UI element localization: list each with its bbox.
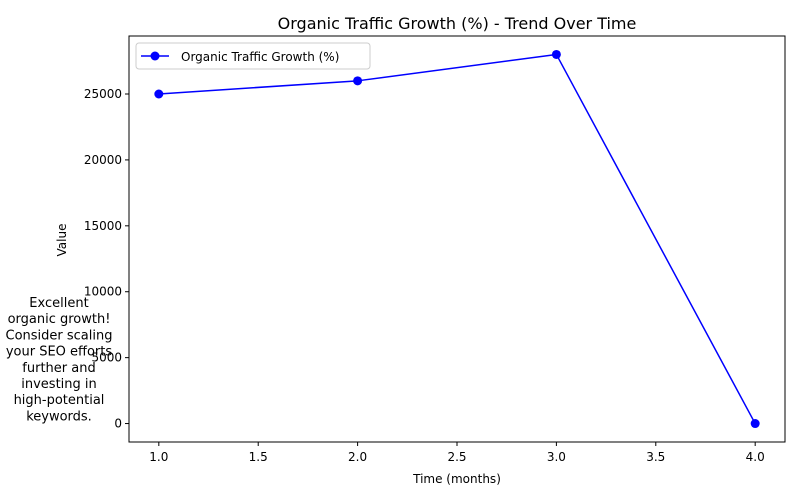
- legend: Organic Traffic Growth (%): [135, 42, 371, 70]
- annotation-text: Excellent organic growth! Consider scaling…: [6, 296, 113, 424]
- annotation-line: Excellent: [29, 296, 88, 311]
- x-tick-label: 1.0: [149, 450, 168, 464]
- y-axis-ticks: 0 5000 10000 15000 20000 25000: [84, 87, 129, 431]
- data-point: [353, 76, 363, 86]
- y-axis-label: Value: [55, 224, 69, 257]
- series-line: [158, 53, 756, 424]
- data-point: [154, 89, 164, 99]
- x-axis-ticks: 1.0 1.5 2.0 2.5 3.0 3.5 4.0: [149, 442, 765, 464]
- series-layer: [154, 49, 760, 429]
- annotation-line: organic growth!: [8, 312, 111, 327]
- y-tick-label: 5000: [91, 351, 122, 365]
- y-tick-label: 20000: [84, 153, 122, 167]
- x-tick-label: 4.0: [746, 450, 765, 464]
- annotation-line: your SEO efforts: [6, 345, 113, 360]
- annotation-line: high-potential: [14, 393, 105, 408]
- y-tick-label: 15000: [84, 219, 122, 233]
- x-tick-label: 1.5: [249, 450, 268, 464]
- annotation-line: keywords.: [26, 409, 92, 424]
- x-tick-label: 2.0: [348, 450, 367, 464]
- x-axis-label: Time (months): [412, 472, 501, 486]
- legend-label: Organic Traffic Growth (%): [181, 50, 339, 64]
- annotation-line: Consider scaling: [6, 328, 113, 343]
- y-tick-label: 0: [114, 417, 122, 431]
- y-tick-label: 25000: [84, 87, 122, 101]
- annotation-line: further and: [22, 361, 95, 376]
- data-point: [551, 49, 561, 59]
- legend-box: [135, 42, 371, 70]
- x-tick-label: 3.0: [547, 450, 566, 464]
- x-tick-label: 3.5: [646, 450, 665, 464]
- chart-title: Organic Traffic Growth (%) - Trend Over …: [278, 14, 637, 33]
- x-tick-label: 2.5: [447, 450, 466, 464]
- y-tick-label: 10000: [84, 285, 122, 299]
- annotation-line: investing in: [21, 377, 97, 392]
- data-point: [750, 419, 760, 429]
- legend-marker: [150, 51, 160, 61]
